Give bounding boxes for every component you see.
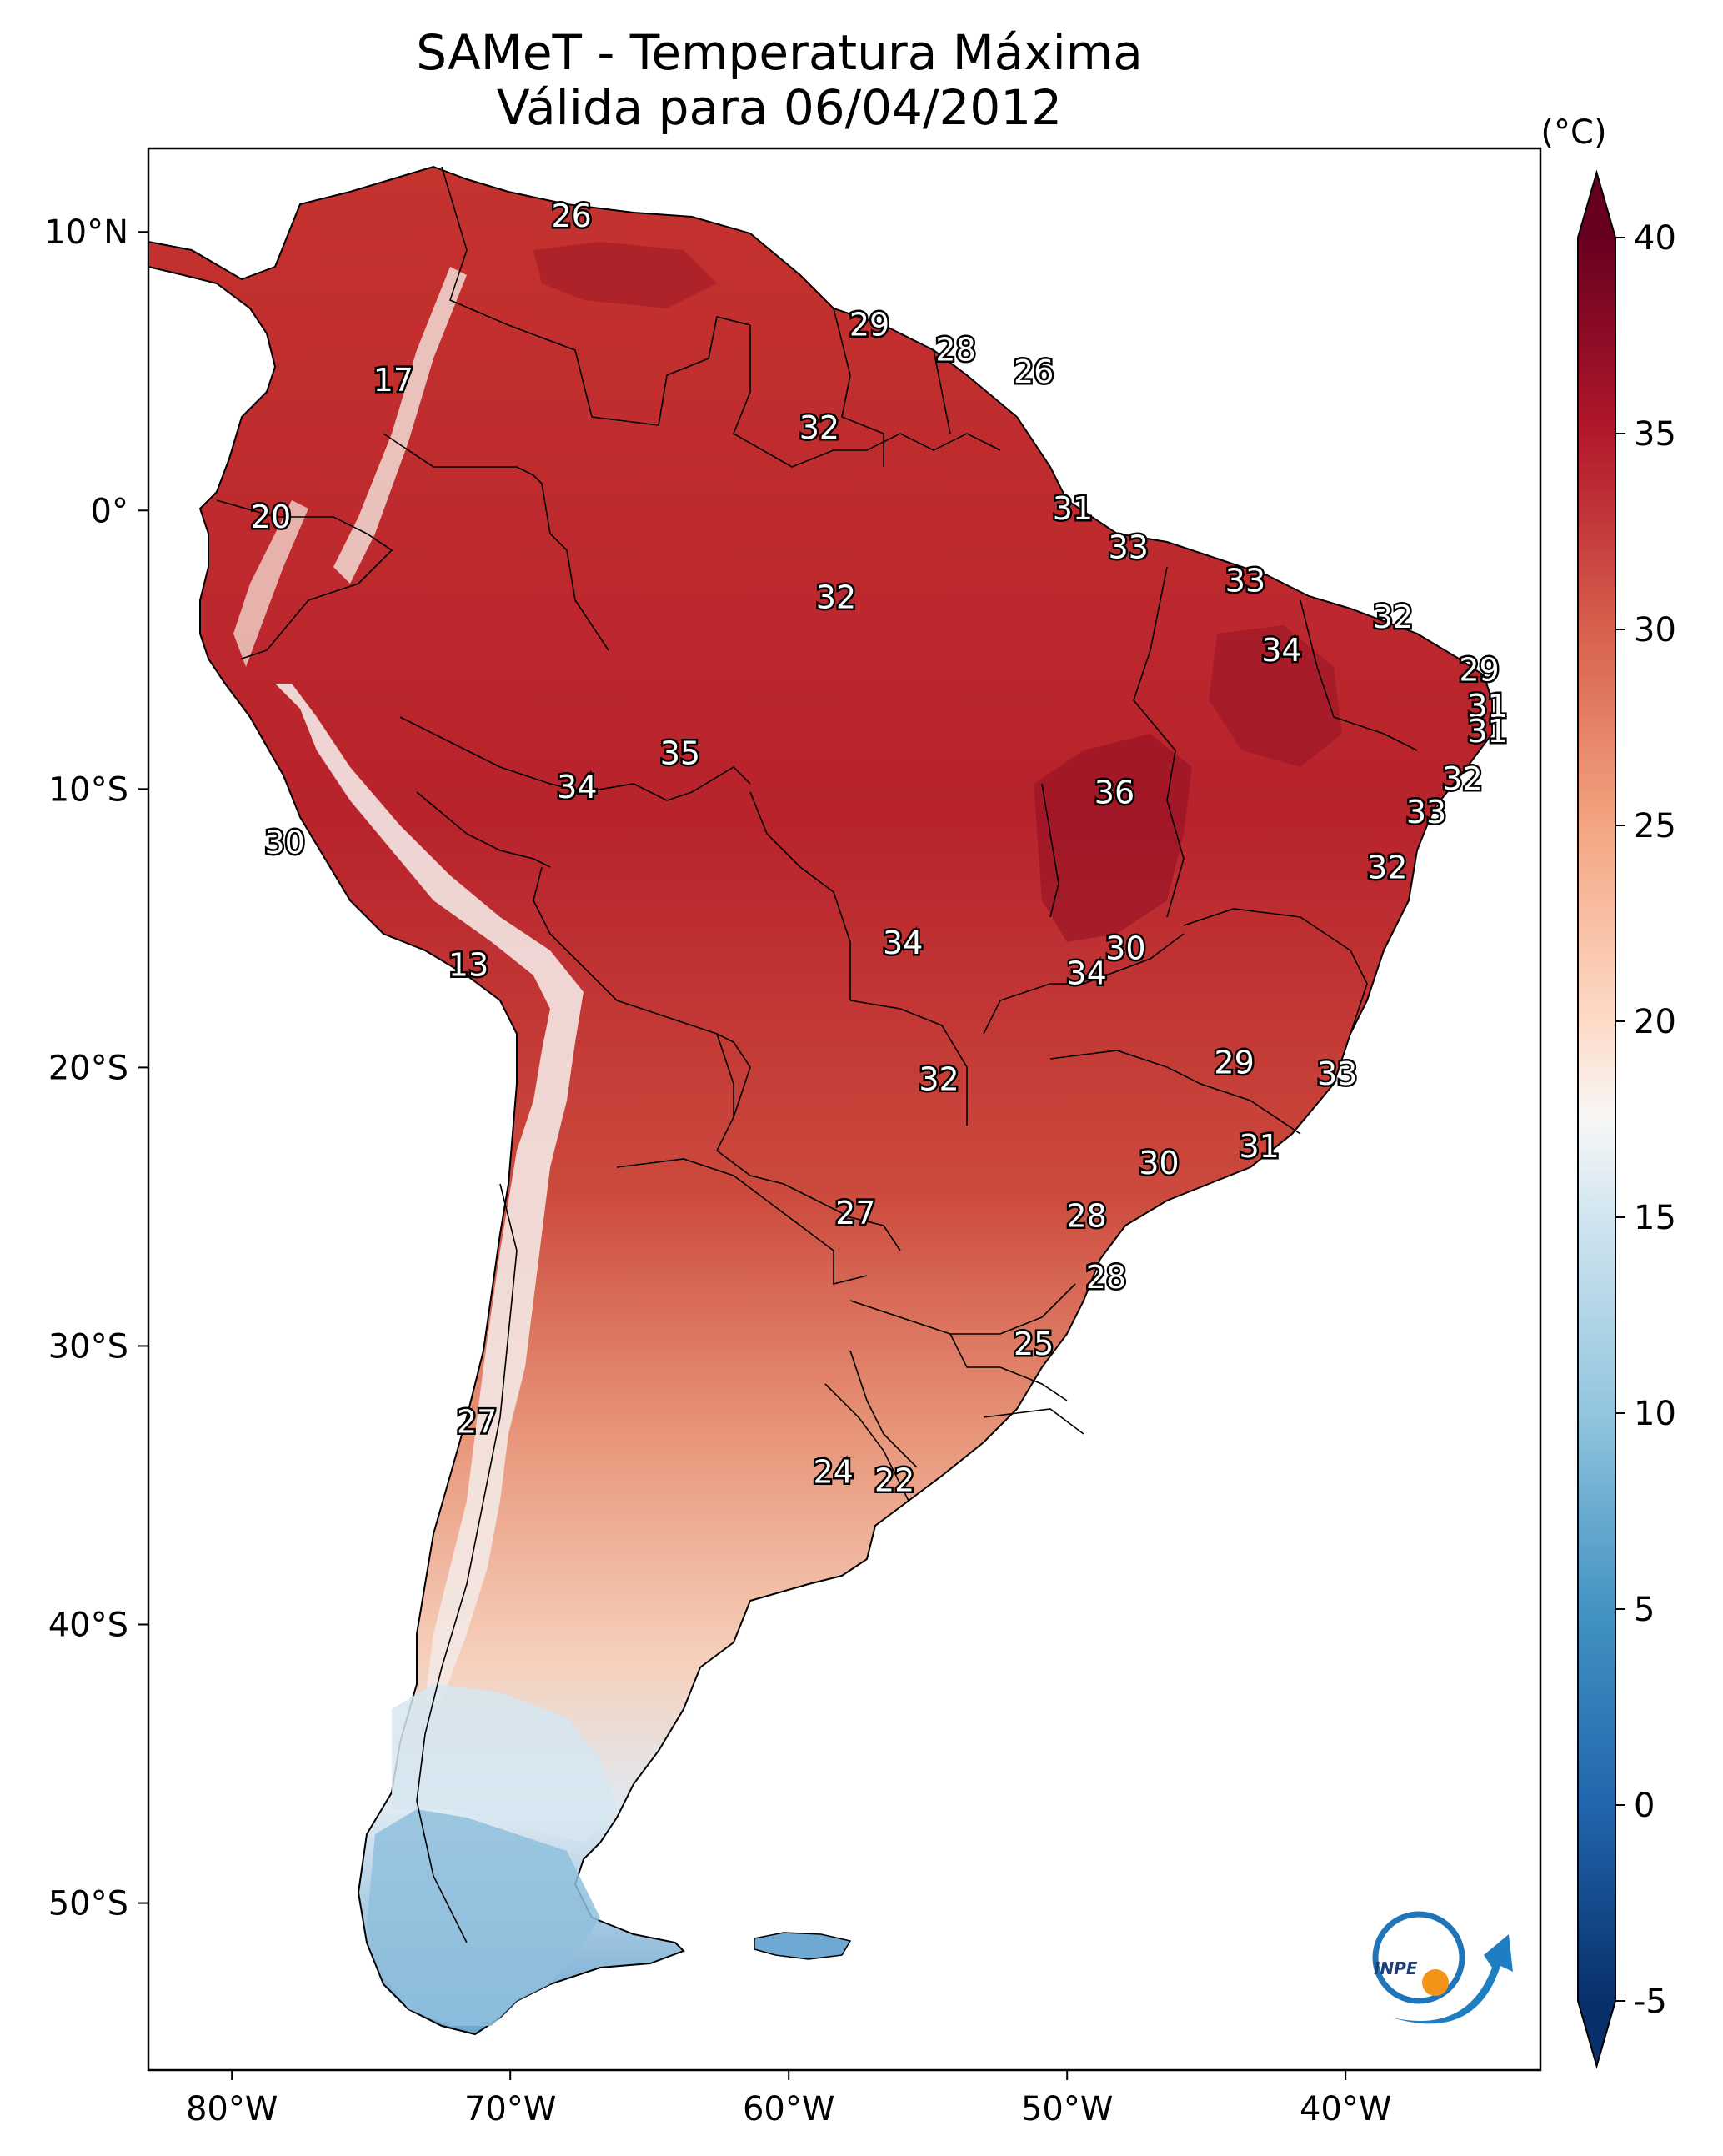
inpe-logo: INPE — [1372, 1911, 1513, 2024]
station-value-label: 33 — [1109, 529, 1149, 566]
station-value-label: 25 — [1014, 1326, 1054, 1362]
colorbar-tick-label: 40 — [1634, 219, 1676, 258]
lat-tick-label: 0° — [91, 492, 128, 530]
colorbar-tick-label: 25 — [1634, 807, 1676, 845]
longitude-axis: 80°W 70°W 60°W 50°W 40°W — [186, 2070, 1391, 2128]
station-value-label: 32 — [816, 579, 856, 616]
station-value-label: 28 — [1066, 1197, 1106, 1234]
colorbar-tick-label: -5 — [1634, 1983, 1667, 2021]
lat-tick-label: 20°S — [48, 1049, 128, 1087]
lon-tick-label: 40°W — [1300, 2090, 1391, 2128]
colorbar-tick-label: 15 — [1634, 1199, 1676, 1237]
station-value-label: 22 — [874, 1462, 914, 1499]
lon-tick-label: 50°W — [1021, 2090, 1113, 2128]
logo-orbit-icon — [1372, 1911, 1465, 2004]
station-value-label: 28 — [935, 331, 975, 368]
logo-sun-icon — [1422, 1969, 1449, 1996]
venezuela-hot-core — [533, 242, 717, 308]
lat-tick-label: 30°S — [48, 1327, 128, 1366]
lat-tick-label: 50°S — [48, 1885, 128, 1923]
station-value-label: 31 — [1467, 688, 1507, 725]
latitude-axis: 10°N 0° 10°S 20°S 30°S 40°S 50°S — [44, 213, 148, 1923]
station-value-label: 34 — [1261, 632, 1301, 669]
lon-tick-label: 70°W — [464, 2090, 556, 2128]
station-value-label: 34 — [1066, 955, 1106, 992]
colorbar-max-extend — [1578, 173, 1615, 238]
station-value-label: 31 — [1053, 490, 1093, 527]
station-value-label: 32 — [799, 409, 839, 446]
station-value-label: 35 — [660, 735, 700, 772]
logo-text: INPE — [1374, 1958, 1418, 1978]
station-value-label: 26 — [1014, 353, 1054, 390]
patagonia-cool-zone — [367, 1809, 600, 2026]
lat-tick-label: 10°N — [44, 213, 128, 252]
andes-cool-ridge — [275, 684, 584, 1701]
station-value-label: 26 — [552, 198, 592, 234]
station-value-label: 30 — [264, 825, 304, 861]
station-value-label: 29 — [1214, 1045, 1254, 1081]
station-value-label: 32 — [1442, 760, 1482, 797]
colorbar-tick-label: 0 — [1634, 1787, 1655, 1825]
colorbar-min-extend — [1578, 2001, 1615, 2066]
station-value-label: 17 — [373, 362, 413, 399]
central-brazil-hot-core — [1034, 734, 1192, 942]
station-value-label: 27 — [457, 1403, 497, 1440]
lon-tick-label: 80°W — [186, 2090, 278, 2128]
falklands-land — [754, 1932, 852, 1960]
station-value-label: 30 — [1105, 930, 1145, 967]
station-value-label: 13 — [448, 947, 488, 984]
station-value-label: 28 — [1086, 1259, 1126, 1296]
colorbar-tick-label: 5 — [1634, 1591, 1655, 1629]
colorbar-tick-label: 35 — [1634, 415, 1676, 454]
station-value-label: 34 — [557, 769, 597, 805]
station-value-label: 33 — [1406, 794, 1446, 830]
station-value-label: 27 — [835, 1195, 875, 1231]
station-value-label: 29 — [849, 306, 889, 343]
station-value-label: 32 — [1367, 850, 1407, 886]
lon-tick-label: 60°W — [743, 2090, 834, 2128]
logo-swoosh-icon — [1392, 1934, 1513, 2024]
station-value-label: 20 — [251, 499, 291, 535]
ecuador-andes-cool — [233, 500, 308, 667]
station-value-label: 29 — [1459, 652, 1499, 689]
station-value-label: 33 — [1317, 1055, 1357, 1092]
station-value-label: 36 — [1094, 775, 1134, 811]
colorbar: (°C) 40 35 30 25 20 15 10 5 0 -5 — [1540, 113, 1676, 2069]
colorbar-tick-label: 20 — [1634, 1003, 1676, 1041]
station-value-label: 32 — [1373, 599, 1413, 635]
station-value-label: 30 — [1139, 1145, 1179, 1181]
map-subtitle: Válida para 06/04/2012 — [496, 79, 1063, 136]
lat-tick-label: 40°S — [48, 1607, 128, 1645]
colorbar-tick-label: 10 — [1634, 1395, 1676, 1433]
colombia-andes-cool — [333, 267, 467, 584]
station-value-label: 34 — [883, 925, 923, 961]
country-borders — [216, 166, 1418, 1943]
lat-tick-label: 10°S — [48, 770, 128, 809]
station-value-label: 33 — [1225, 563, 1265, 599]
colorbar-tick-label: 30 — [1634, 611, 1676, 649]
continent-layer — [148, 165, 1493, 2036]
station-value-label: 24 — [813, 1454, 853, 1491]
map-title: SAMeT - Temperatura Máxima — [416, 24, 1143, 81]
patagonia-mid-zone — [392, 1684, 617, 1843]
station-value-label: 31 — [1239, 1128, 1279, 1165]
station-value-label: 31 — [1467, 713, 1507, 750]
northeast-hot-core — [1209, 625, 1342, 767]
colorbar-gradient — [1578, 238, 1615, 2001]
station-value-label: 32 — [919, 1061, 959, 1098]
colorbar-unit-label: (°C) — [1540, 113, 1606, 152]
